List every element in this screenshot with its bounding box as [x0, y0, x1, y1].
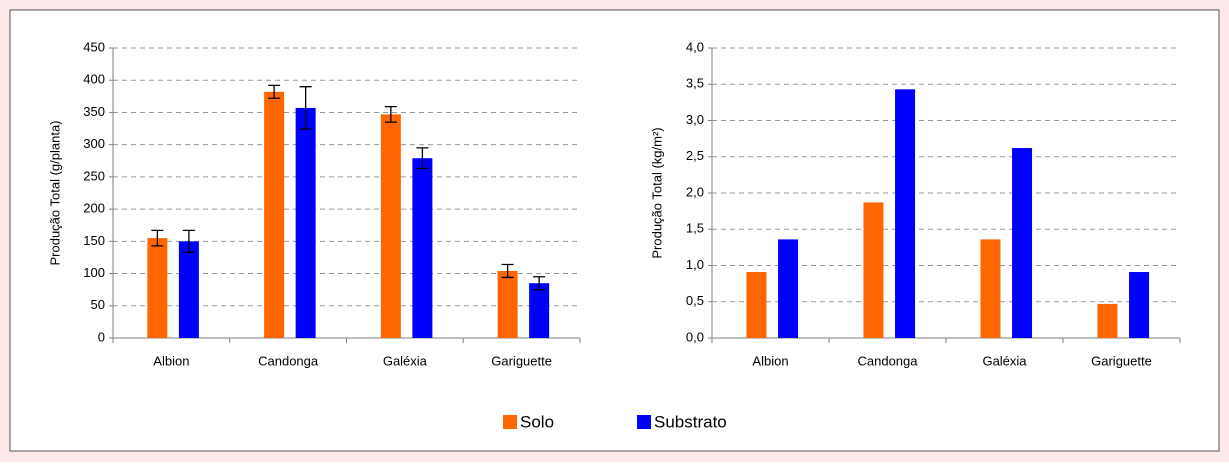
bar [1129, 272, 1150, 338]
y-axis-title: Produção Total (g/planta) [47, 120, 62, 265]
bar [178, 241, 199, 338]
error-bar [299, 86, 312, 130]
bar [1097, 303, 1118, 338]
y-tick-label: 0 [98, 329, 105, 344]
bar [264, 91, 285, 338]
bar [778, 239, 799, 338]
bar [412, 158, 433, 338]
bar [895, 89, 916, 338]
bar [529, 283, 550, 338]
y-tick-label: 3,0 [686, 112, 704, 127]
y-tick-label: 450 [83, 39, 105, 54]
error-bar [268, 84, 281, 99]
legend-swatch [637, 415, 651, 429]
error-bar [182, 229, 195, 253]
y-tick-label: 0,5 [686, 293, 704, 308]
x-tick-label: Gariguette [491, 353, 552, 368]
y-tick-label: 3,5 [686, 76, 704, 91]
error-bar [416, 147, 429, 170]
legend-swatch [503, 415, 517, 429]
x-tick-label: Galéxia [982, 353, 1027, 368]
legend-label: Substrato [654, 412, 727, 431]
x-tick-label: Albion [153, 353, 189, 368]
y-tick-label: 150 [83, 233, 105, 248]
y-tick-label: 1,5 [686, 221, 704, 236]
bar [147, 238, 168, 338]
bar [1012, 148, 1033, 338]
x-tick-label: Candonga [858, 353, 919, 368]
error-bar [151, 229, 164, 247]
y-axis-title: Produção Total (kg/m²) [649, 127, 664, 258]
bar [380, 114, 401, 338]
y-tick-label: 1,0 [686, 257, 704, 272]
error-bar [384, 105, 397, 123]
x-tick-label: Albion [752, 353, 788, 368]
y-tick-label: 100 [83, 265, 105, 280]
y-tick-label: 4,0 [686, 39, 704, 54]
x-tick-label: Galéxia [383, 353, 428, 368]
y-tick-label: 0,0 [686, 329, 704, 344]
y-tick-label: 400 [83, 72, 105, 87]
error-bar [501, 263, 514, 279]
legend-label: Solo [520, 412, 554, 431]
bar [863, 202, 884, 338]
error-bar [533, 276, 546, 291]
y-tick-label: 2,5 [686, 148, 704, 163]
y-tick-label: 350 [83, 104, 105, 119]
y-tick-label: 50 [91, 297, 105, 312]
y-tick-label: 300 [83, 136, 105, 151]
y-tick-label: 250 [83, 168, 105, 183]
bar [497, 270, 518, 338]
bar [295, 107, 316, 338]
x-tick-label: Gariguette [1091, 353, 1152, 368]
bar [746, 272, 767, 338]
x-tick-label: Candonga [258, 353, 319, 368]
y-tick-label: 200 [83, 201, 105, 216]
bar [980, 239, 1001, 338]
y-tick-label: 2,0 [686, 184, 704, 199]
